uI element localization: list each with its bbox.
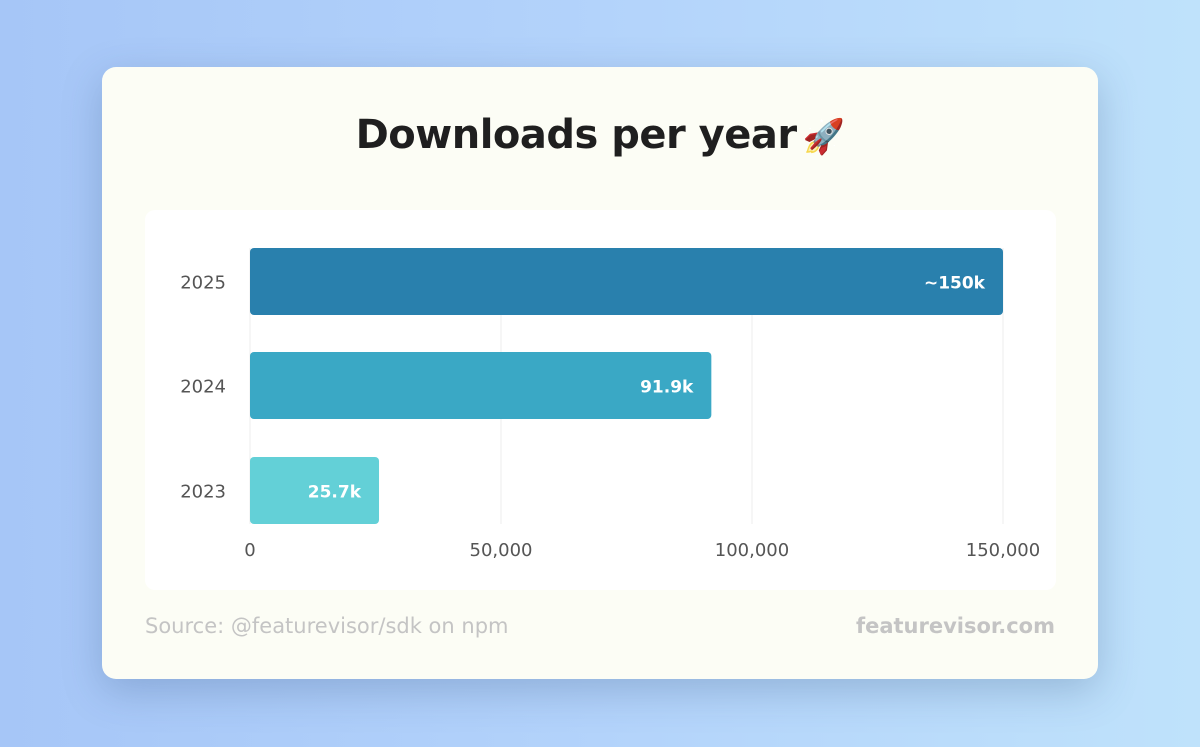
- data-label: 25.7k: [308, 483, 362, 503]
- category-label: 2024: [180, 377, 226, 398]
- source-note: Source: @featurevisor/sdk on npm: [145, 614, 509, 638]
- bars: [250, 248, 1003, 524]
- x-tick-label: 0: [244, 540, 255, 561]
- labels: 2025 ~150k 2024 91.9k 2023 25.7k 0 50,000 100,00…: [180, 273, 1040, 562]
- bar-2024: [250, 352, 712, 419]
- data-label: ~150k: [924, 274, 986, 294]
- x-tick-label: 150,000: [966, 540, 1040, 561]
- data-label: 91.9k: [640, 378, 694, 398]
- x-tick-label: 50,000: [470, 540, 533, 561]
- chart-title-text: Downloads per year: [355, 112, 798, 158]
- x-tick-label: 100,000: [715, 540, 789, 561]
- bar-2025: [250, 248, 1003, 315]
- category-label: 2023: [180, 482, 226, 503]
- rocket-icon: 🚀: [802, 117, 845, 157]
- brand-link[interactable]: featurevisor.com: [855, 614, 1055, 638]
- bar-2023: [250, 457, 380, 524]
- chart-title: Downloads per year 🚀: [0, 112, 1200, 158]
- category-label: 2025: [180, 273, 226, 294]
